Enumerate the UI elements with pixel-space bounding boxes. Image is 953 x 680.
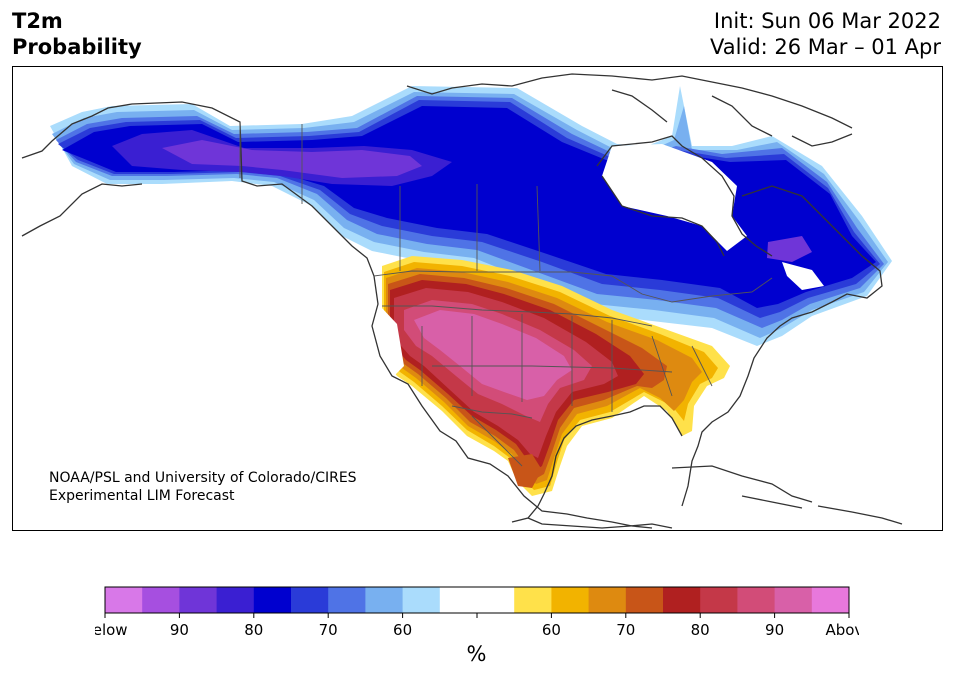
hudson-bay-gap	[602, 144, 747, 251]
colorbar-tick-label: 60	[393, 621, 412, 639]
colorbar-cell	[551, 587, 590, 613]
valid-date: Valid: 26 Mar – 01 Apr	[710, 35, 941, 59]
above-mexico-tail	[508, 454, 542, 488]
above-contour-90	[414, 310, 572, 400]
title-variable: T2m	[12, 9, 63, 33]
colorbar-cell	[179, 587, 218, 613]
pacific-coast-gap	[380, 306, 404, 376]
colorbar-tick-label: 90	[765, 621, 784, 639]
coastlines	[21, 73, 903, 529]
title-type: Probability	[12, 35, 142, 59]
colorbar-cell	[663, 587, 701, 613]
colorbar-cell	[142, 587, 180, 613]
credit-line-2: Experimental LIM Forecast	[49, 488, 235, 504]
colorbar-cell	[588, 587, 627, 613]
colorbar-tick-label: 80	[244, 621, 263, 639]
colorbar-cell	[253, 587, 292, 613]
below-quebec-90	[767, 236, 812, 262]
below-normal-region	[50, 86, 892, 346]
colorbar-tick-label: 70	[319, 621, 338, 639]
credit-text: NOAA/PSL and University of Colorado/CIRE…	[49, 469, 357, 505]
colorbar-tick-label: 80	[691, 621, 710, 639]
colorbar-cell	[477, 587, 515, 613]
great-lakes-gap	[782, 262, 824, 290]
colorbar-cell	[700, 587, 738, 613]
colorbar-tick-label: 70	[616, 621, 635, 639]
colorbar-cells	[105, 587, 850, 613]
below-contour-90	[162, 140, 422, 178]
probability-map	[12, 66, 943, 531]
colorbar: Below 90 80 70 60 60 70 80 90 Above	[95, 586, 859, 639]
colorbar-unit: %	[466, 642, 487, 666]
colorbar-cell	[625, 587, 664, 613]
above-normal-region	[380, 256, 730, 496]
init-date: Init: Sun 06 Mar 2022	[713, 9, 941, 33]
colorbar-cell	[365, 587, 404, 613]
colorbar-cell	[439, 587, 478, 613]
colorbar-cell	[328, 587, 366, 613]
colorbar-cell	[774, 587, 813, 613]
political-borders	[239, 122, 773, 467]
map-title: T2m Probability	[12, 8, 142, 60]
date-info: Init: Sun 06 Mar 2022 Valid: 26 Mar – 01…	[710, 8, 941, 60]
colorbar-cell	[216, 587, 255, 613]
colorbar-cell	[737, 587, 776, 613]
colorbar-cell	[291, 587, 329, 613]
credit-line-1: NOAA/PSL and University of Colorado/CIRE…	[49, 470, 357, 486]
colorbar-tick-label: 90	[170, 621, 189, 639]
colorbar-cell	[105, 587, 143, 613]
colorbar-cell	[811, 587, 850, 613]
colorbar-tick-label: Below	[95, 621, 128, 639]
colorbar-ticks: Below 90 80 70 60 60 70 80 90 Above	[95, 613, 859, 639]
colorbar-tick-label: 60	[542, 621, 561, 639]
colorbar-cell	[402, 587, 441, 613]
colorbar-cell	[514, 587, 552, 613]
colorbar-tick-label: Above	[825, 621, 859, 639]
